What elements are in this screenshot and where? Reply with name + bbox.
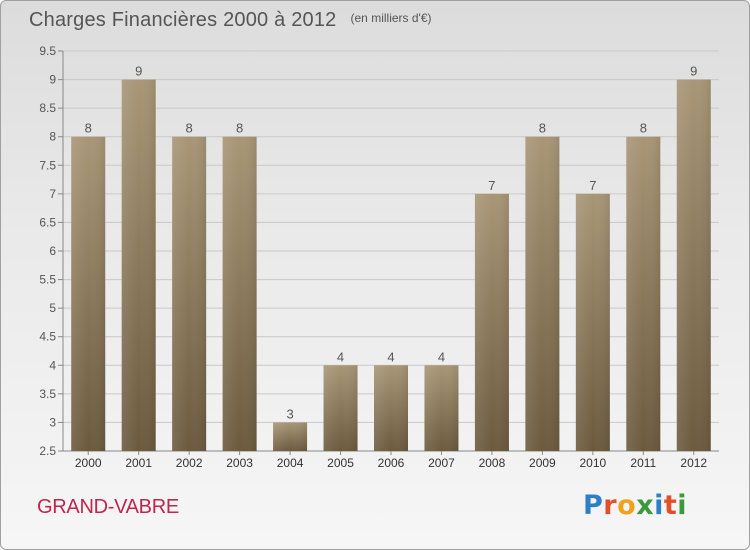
y-tick-label: 8	[49, 130, 56, 144]
bar-value-label: 8	[539, 121, 546, 136]
proxiti-logo: Proxiti	[583, 490, 687, 521]
bar-value-label: 8	[640, 121, 647, 136]
y-tick-label: 6	[49, 244, 56, 258]
logo-letter: i	[654, 490, 664, 521]
bar-value-label: 8	[85, 121, 92, 136]
y-tick-label: 5.5	[39, 273, 56, 287]
x-tick-label: 2012	[680, 456, 707, 470]
bar-value-label: 8	[186, 121, 193, 136]
y-tick-label: 4.5	[39, 330, 56, 344]
bar-sheen	[575, 193, 610, 451]
bar-value-label: 3	[286, 406, 293, 421]
y-tick-label: 6.5	[39, 215, 56, 229]
y-tick-label: 8.5	[39, 101, 56, 115]
logo-letter: o	[617, 490, 637, 521]
x-tick-label: 2011	[630, 456, 656, 470]
x-tick-label: 2003	[226, 456, 253, 470]
bar-value-label: 4	[387, 349, 394, 364]
x-tick-label: 2000	[75, 456, 102, 470]
x-tick-label: 2001	[125, 456, 152, 470]
logo-letter: P	[583, 490, 604, 521]
bar-sheen	[222, 136, 257, 451]
bar-sheen	[474, 193, 509, 451]
chart-title: Charges Financières 2000 à 2012	[29, 9, 337, 31]
bar-sheen	[374, 365, 408, 451]
bar-value-label: 9	[690, 64, 697, 79]
y-tick-label: 7	[49, 187, 56, 201]
y-tick-label: 5	[49, 301, 56, 315]
bar-sheen	[71, 136, 106, 451]
y-tick-label: 4	[49, 358, 56, 372]
y-tick-label: 7.5	[39, 158, 56, 172]
bar-sheen	[323, 365, 358, 451]
bar-sheen	[424, 365, 459, 451]
bar-sheen	[626, 136, 661, 451]
bar-sheen	[121, 79, 156, 452]
bar-sheen	[525, 136, 560, 451]
chart-title-block: Charges Financières 2000 à 2012 (en milli…	[29, 9, 432, 32]
bar-value-label: 7	[488, 178, 495, 193]
logo-letter: r	[603, 490, 618, 521]
x-tick-label: 2002	[176, 456, 203, 470]
chart-unit: (en milliers d'€)	[350, 11, 432, 25]
bar-value-label: 4	[337, 349, 344, 364]
x-tick-label: 2006	[378, 456, 405, 470]
commune-name: GRAND-VABRE	[37, 496, 179, 518]
y-tick-label: 2.5	[39, 444, 56, 458]
logo-letter: i	[677, 490, 688, 521]
y-tick-label: 9	[49, 73, 56, 87]
x-tick-label: 2008	[479, 456, 506, 470]
y-tick-label: 9.5	[39, 44, 56, 58]
logo-letter: x	[636, 490, 655, 521]
logo-letter: t	[663, 490, 678, 521]
bar-value-label: 7	[589, 178, 596, 193]
x-tick-label: 2004	[277, 456, 304, 470]
y-tick-label: 3.5	[39, 387, 56, 401]
bar-value-label: 4	[438, 349, 445, 364]
x-tick-label: 2009	[529, 456, 556, 470]
bar-value-label: 8	[236, 121, 243, 136]
bar-sheen	[172, 136, 207, 451]
y-tick-label: 3	[49, 415, 56, 429]
x-tick-label: 2007	[428, 456, 455, 470]
bar-value-label: 9	[135, 64, 142, 79]
bar-sheen	[273, 422, 308, 451]
bar-sheen	[676, 79, 711, 452]
x-tick-label: 2005	[327, 456, 354, 470]
x-tick-label: 2010	[579, 456, 606, 470]
